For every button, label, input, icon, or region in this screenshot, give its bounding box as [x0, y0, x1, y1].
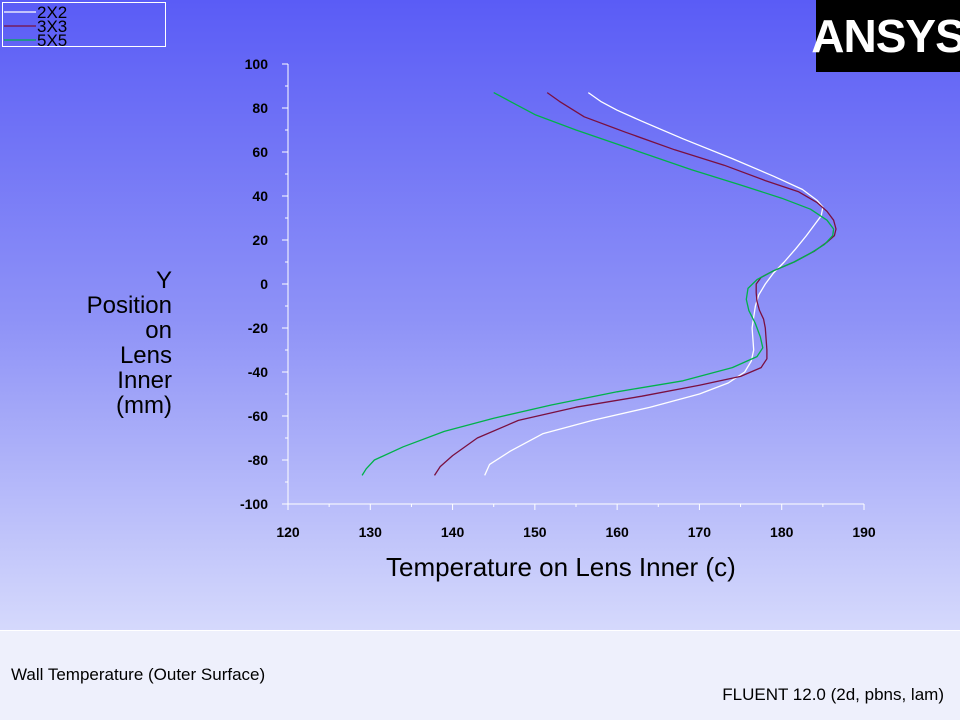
legend-label: 5X5: [37, 31, 67, 50]
x-tick-label: 160: [605, 524, 629, 540]
brand-text: ANSYS: [811, 10, 960, 62]
x-tick-label: 150: [523, 524, 547, 540]
legend-box: [2, 2, 166, 47]
y-axis-label-line: Lens: [119, 342, 172, 369]
y-tick-label: 60: [252, 144, 268, 160]
solver-info: FLUENT 12.0 (2d, pbns, lam): [722, 685, 944, 704]
plot-title: Wall Temperature (Outer Surface): [11, 665, 266, 684]
y-tick-label: 20: [252, 232, 268, 248]
legend-label: 3X3: [37, 17, 67, 36]
y-tick-label: -20: [248, 320, 268, 336]
y-tick-label: 100: [245, 56, 269, 72]
series-line-3x3: [433, 92, 837, 476]
x-tick-label: 180: [770, 524, 794, 540]
y-axis-label: Y Position on Lens Inner (mm): [32, 268, 172, 418]
line-chart: 100 80 60 40 20 0 -20 -40 -60 -80 -100 120 130 140 150…: [4, 3, 876, 540]
y-axis-label-line: Inner: [117, 367, 172, 394]
y-axis-label-line: on: [145, 317, 172, 344]
y-tick-label: -40: [248, 364, 268, 380]
x-tick-label: 120: [276, 524, 300, 540]
y-tick-label: 0: [260, 276, 268, 292]
y-tick-label: -60: [248, 408, 268, 424]
y-tick-label: 40: [252, 188, 268, 204]
legend-label: 2X2: [37, 3, 67, 22]
x-tick-label: 190: [852, 524, 876, 540]
series-line-5x5: [361, 92, 835, 476]
x-tick-label: 130: [359, 524, 383, 540]
x-tick-label: 140: [441, 524, 465, 540]
x-tick-label: 170: [688, 524, 712, 540]
y-axis-label-line: Position: [86, 292, 172, 319]
y-axis-label-line: (mm): [116, 392, 172, 419]
ansys-logo: ANSYS: [811, 0, 960, 72]
footer-panel: Wall Temperature (Outer Surface) FLUENT …: [0, 630, 960, 720]
y-tick-label: -80: [248, 452, 268, 468]
series-line-2x2: [484, 92, 824, 476]
y-axis-label-line: Y: [155, 267, 172, 294]
x-axis-label: Temperature on Lens Inner (c): [386, 552, 736, 582]
y-tick-label: 80: [252, 100, 268, 116]
y-tick-label: -100: [240, 496, 268, 512]
